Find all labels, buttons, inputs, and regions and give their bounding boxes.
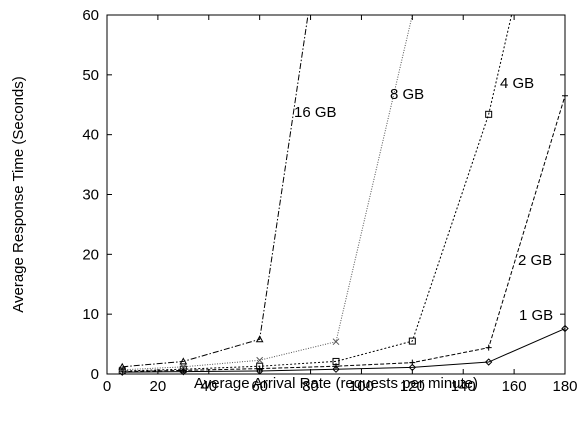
series-line — [122, 15, 413, 371]
series-line — [122, 328, 565, 373]
data-point-diamond — [484, 358, 493, 366]
series-label-2gb: 2 GB — [518, 252, 552, 269]
data-point-cross — [179, 363, 187, 371]
data-point-square — [118, 367, 126, 375]
y-tick-label: 10 — [82, 306, 99, 323]
data-point-plus — [562, 92, 568, 99]
x-axis-label: Average Arrival Rate (requests per minut… — [194, 375, 478, 392]
data-point-triangle — [255, 335, 264, 343]
data-point-triangle — [118, 362, 127, 370]
data-point-plus — [409, 359, 416, 366]
series-label-4gb: 4 GB — [500, 75, 534, 92]
data-point-diamond — [561, 324, 569, 333]
x-tick-label: 180 — [552, 378, 577, 395]
x-tick-label: 0 — [103, 378, 111, 395]
y-tick-label: 0 — [91, 366, 99, 383]
data-point-diamond — [255, 367, 264, 375]
y-tick-label: 30 — [82, 187, 99, 204]
x-tick-label: 80 — [302, 378, 319, 395]
series-4gb — [118, 15, 513, 375]
data-point-cross — [256, 356, 264, 364]
x-tick-label: 160 — [502, 378, 527, 395]
y-tick-label: 50 — [82, 67, 99, 84]
series-2gb — [119, 92, 568, 375]
plot-frame — [106, 14, 566, 375]
ticks-layer: 0 20 40 60 80 100 120 140 160 180 0 10 20 30 40 50 60 — [82, 7, 577, 395]
data-point-plus — [485, 344, 492, 351]
data-point-square — [485, 110, 493, 118]
data-point-square — [332, 357, 340, 365]
data-point-triangle — [179, 357, 188, 365]
y-tick-label: 20 — [82, 246, 99, 263]
series-layer — [118, 15, 569, 376]
data-point-cross — [332, 338, 340, 346]
x-tick-label: 20 — [150, 378, 167, 395]
series-16gb — [118, 15, 309, 370]
x-tick-label: 140 — [451, 378, 476, 395]
x-tick-label: 120 — [400, 378, 425, 395]
x-tick-label: 40 — [200, 378, 217, 395]
series-8gb — [118, 15, 413, 374]
series-line — [122, 15, 513, 372]
y-tick-label: 60 — [82, 7, 99, 24]
series-label-1gb: 1 GB — [519, 307, 553, 324]
series-line — [122, 95, 565, 373]
data-point-diamond — [332, 365, 340, 373]
series-label-8gb: 8 GB — [390, 86, 424, 103]
data-point-square — [408, 337, 416, 345]
plot-area — [106, 14, 566, 375]
y-tick-label: 40 — [82, 127, 99, 144]
y-axis-label: Average Response Time (Seconds) — [10, 76, 27, 313]
series-line — [122, 15, 309, 368]
series-label-16gb: 16 GB — [294, 104, 337, 121]
x-tick-label: 60 — [251, 378, 268, 395]
x-tick-label: 100 — [349, 378, 374, 395]
